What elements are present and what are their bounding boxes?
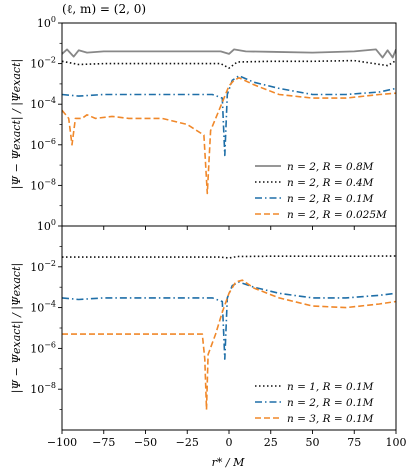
series-line-top-3 — [62, 75, 396, 157]
series-line-top-2 — [62, 59, 396, 69]
series-line-bottom-1 — [62, 255, 396, 259]
y-axis-label-bottom: |Ψ − Ψexact| / |Ψexact| — [10, 263, 24, 393]
legend-label: n = 2, R = 0.4M — [287, 177, 374, 189]
plot-title: (ℓ, m) = (2, 0) — [62, 2, 146, 16]
series-line-bottom-3 — [62, 279, 396, 411]
legend-label: n = 1, R = 0.1M — [287, 381, 374, 393]
y-tick-label: 10−2 — [30, 259, 56, 274]
plot-frame-bottom — [61, 225, 397, 431]
legend-label: n = 2, R = 0.025M — [287, 209, 387, 221]
x-tick-label: 50 — [306, 436, 320, 449]
x-tick-label: −100 — [47, 436, 77, 449]
series-line-top-4 — [62, 77, 396, 195]
x-tick-label: 100 — [386, 436, 407, 449]
legend-label: n = 2, R = 0.8M — [287, 161, 374, 173]
y-tick-label: 10−8 — [30, 381, 56, 396]
y-tick-label: 10−4 — [30, 300, 56, 315]
legend-label: n = 3, R = 0.1M — [287, 413, 374, 425]
x-tick-label: 0 — [226, 436, 233, 449]
series-line-top-1 — [62, 48, 396, 59]
y-tick-label: 10−8 — [30, 177, 56, 192]
y-tick-label: 10−6 — [30, 137, 56, 152]
x-tick-label: −75 — [92, 436, 115, 449]
panel-top: 100 10−2 10−4 10−6 10−8 n = 2, R = 0.8M n = 2,… — [30, 15, 397, 230]
series-line-bottom-2 — [62, 281, 396, 360]
x-tick-label: 75 — [347, 436, 361, 449]
x-tick-label: 25 — [264, 436, 278, 449]
y-tick-label: 100 — [37, 218, 56, 233]
y-tick-label: 10−4 — [30, 96, 56, 111]
panel-bottom: 100 10−2 10−4 10−6 10−8 −100 −75 −50 −25 0 25 50 75 1… — [30, 218, 406, 449]
y-tick-label: 100 — [37, 15, 56, 30]
y-tick-label: 10−2 — [30, 56, 56, 71]
y-tick-label: 10−6 — [30, 340, 56, 355]
x-tick-label: −50 — [134, 436, 157, 449]
x-tick-label: −25 — [176, 436, 199, 449]
x-axis-label: r* / M — [212, 456, 245, 469]
legend-label: n = 2, R = 0.1M — [287, 397, 374, 409]
legend-label: n = 2, R = 0.1M — [287, 193, 374, 205]
y-axis-label-top: |Ψ − Ψexact| / |Ψexact| — [10, 59, 24, 189]
